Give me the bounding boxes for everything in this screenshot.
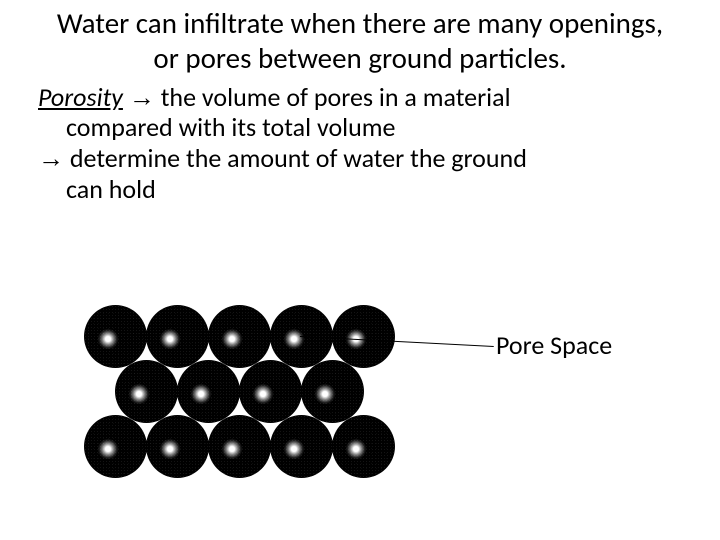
arrow-2: → [38,143,64,173]
particle [146,415,209,478]
particle [146,305,209,368]
particle [84,415,147,478]
slide-title: Water can infiltrate when there are many… [0,0,720,76]
def2-part2: can hold [38,174,690,205]
particle [115,360,178,423]
arrow-1: → [129,82,155,112]
pore-space-label: Pore Space [496,329,612,361]
particle [177,360,240,423]
porosity-diagram: Pore Space [84,305,644,515]
particle [332,305,395,368]
particle [332,415,395,478]
particle [239,360,302,423]
body-text: Porosity → the volume of pores in a mate… [0,76,720,205]
def2-part1: determine the amount of water the ground [70,142,527,174]
particle [84,305,147,368]
particle [301,360,364,423]
particle [208,415,271,478]
def1-part2: compared with its total volume [38,112,690,143]
def1-part1: the volume of pores in a material [161,81,511,113]
particle [270,415,333,478]
particle [208,305,271,368]
term-porosity: Porosity [38,81,123,113]
